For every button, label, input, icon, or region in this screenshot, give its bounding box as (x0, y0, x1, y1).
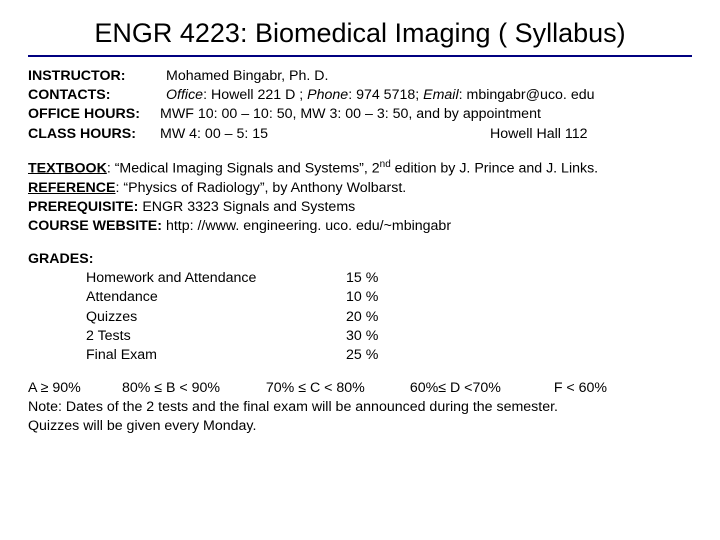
grade-pct: 20 % (346, 308, 406, 327)
scale-d: 60%≤ D <70% (410, 379, 550, 398)
prereq-row: PREREQUISITE: ENGR 3323 Signals and Syst… (28, 198, 692, 217)
instructor-value: Mohamed Bingabr, Ph. D. (166, 67, 328, 86)
grades-block: GRADES: Homework and Attendance 15 % Att… (28, 250, 692, 365)
website-row: COURSE WEBSITE: http: //www. engineering… (28, 217, 692, 236)
grade-pct: 10 % (346, 288, 406, 307)
page-title: ENGR 4223: Biomedical Imaging ( Syllabus… (28, 18, 692, 49)
reference-label: REFERENCE (28, 180, 116, 196)
office-hours-value: MWF 10: 00 – 10: 50, MW 3: 00 – 3: 50, a… (160, 105, 541, 124)
grade-pct: 15 % (346, 269, 406, 288)
office-label: Office (166, 87, 203, 103)
reference-row: REFERENCE: “Physics of Radiology”, by An… (28, 179, 692, 198)
prereq-value: ENGR 3323 Signals and Systems (138, 199, 355, 215)
textbook-pre: : “Medical Imaging Signals and Systems”,… (107, 160, 380, 176)
class-hours-label: CLASS HOURS: (28, 125, 160, 144)
instructor-row: INSTRUCTOR: Mohamed Bingabr, Ph. D. (28, 67, 692, 86)
grade-row: Quizzes 20 % (86, 308, 692, 327)
grade-name: 2 Tests (86, 327, 346, 346)
scale-b: 80% ≤ B < 90% (122, 379, 262, 398)
reference-value: : “Physics of Radiology”, by Anthony Wol… (116, 180, 407, 196)
grade-name: Quizzes (86, 308, 346, 327)
website-value: http: //www. engineering. uco. edu/~mbin… (162, 218, 451, 234)
contacts-value: Office: Howell 221 D ; Phone: 974 5718; … (166, 86, 595, 105)
grade-pct: 30 % (346, 327, 406, 346)
grade-name: Final Exam (86, 346, 346, 365)
office-value: : Howell 221 D ; (203, 87, 307, 103)
class-hours-room: Howell Hall 112 (490, 125, 588, 144)
note-line-1: Note: Dates of the 2 tests and the final… (28, 398, 692, 417)
grade-row: 2 Tests 30 % (86, 327, 692, 346)
grades-label: GRADES: (28, 250, 692, 269)
textbook-post: edition by J. Prince and J. Links. (391, 160, 598, 176)
class-hours-time: MW 4: 00 – 5: 15 (160, 126, 268, 142)
contacts-label: CONTACTS: (28, 86, 160, 105)
scale-c: 70% ≤ C < 80% (266, 379, 406, 398)
website-label: COURSE WEBSITE: (28, 218, 162, 234)
grade-scale-row: A ≥ 90% 80% ≤ B < 90% 70% ≤ C < 80% 60%≤… (28, 379, 692, 398)
textbook-label: TEXTBOOK (28, 160, 107, 176)
office-hours-row: OFFICE HOURS: MWF 10: 00 – 10: 50, MW 3:… (28, 105, 692, 124)
grade-row: Attendance 10 % (86, 288, 692, 307)
grade-pct: 25 % (346, 346, 406, 365)
scale-a: A ≥ 90% (28, 379, 118, 398)
textbook-sup: nd (380, 159, 391, 170)
instructor-label: INSTRUCTOR: (28, 67, 160, 86)
references-block: TEXTBOOK: “Medical Imaging Signals and S… (28, 158, 692, 236)
note-line-2: Quizzes will be given every Monday. (28, 417, 692, 436)
phone-label: Phone (307, 87, 348, 103)
syllabus-page: ENGR 4223: Biomedical Imaging ( Syllabus… (0, 0, 720, 461)
phone-value: : 974 5718; (348, 87, 423, 103)
scale-notes-block: A ≥ 90% 80% ≤ B < 90% 70% ≤ C < 80% 60%≤… (28, 379, 692, 437)
email-label: Email (423, 87, 458, 103)
grade-name: Homework and Attendance (86, 269, 346, 288)
title-rule (28, 55, 692, 57)
grade-row: Final Exam 25 % (86, 346, 692, 365)
grade-name: Attendance (86, 288, 346, 307)
grade-row: Homework and Attendance 15 % (86, 269, 692, 288)
office-hours-label: OFFICE HOURS: (28, 105, 160, 124)
contacts-row: CONTACTS: Office: Howell 221 D ; Phone: … (28, 86, 692, 105)
class-hours-row: CLASS HOURS: MW 4: 00 – 5: 15 Howell Hal… (28, 125, 692, 144)
textbook-row: TEXTBOOK: “Medical Imaging Signals and S… (28, 158, 692, 179)
grades-table: Homework and Attendance 15 % Attendance … (86, 269, 692, 365)
email-value: : mbingabr@uco. edu (459, 87, 595, 103)
prereq-label: PREREQUISITE: (28, 199, 138, 215)
course-info-block: INSTRUCTOR: Mohamed Bingabr, Ph. D. CONT… (28, 67, 692, 144)
scale-f: F < 60% (554, 379, 654, 398)
